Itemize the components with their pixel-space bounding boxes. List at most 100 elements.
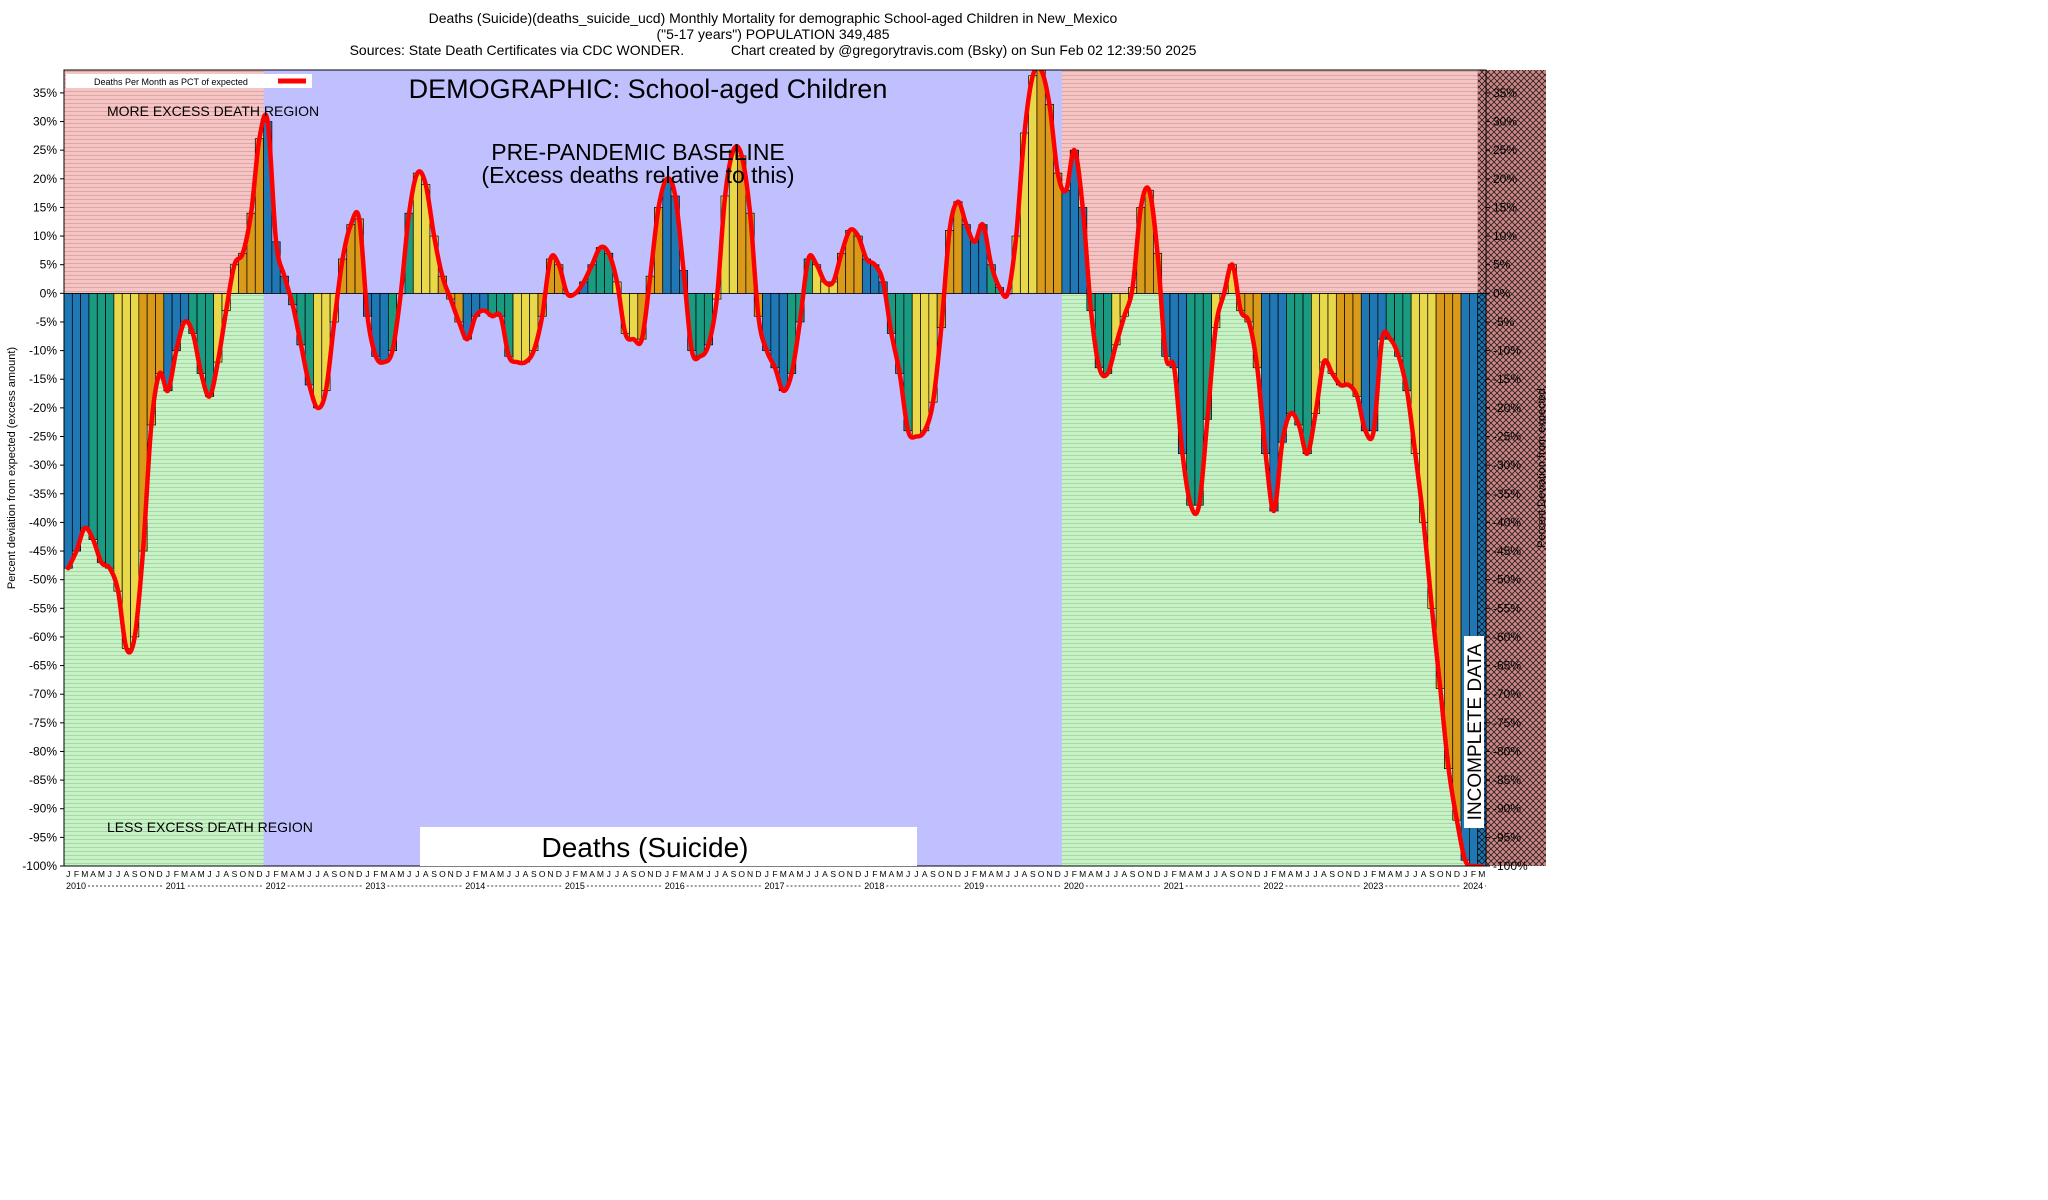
xtick-year-label: 2020: [1064, 881, 1084, 891]
mortality-chart: 35% 35% 30% 30% 25% 25% 20% 20% 15% 15% 10% 10% 5% 5%…: [6, 69, 1546, 891]
xtick-month-label: D: [1254, 869, 1260, 879]
xtick-month-label: O: [938, 869, 945, 879]
xtick-month-label: A: [390, 869, 396, 879]
xtick-month-label: S: [731, 869, 737, 879]
xtick-month-label: A: [1221, 869, 1227, 879]
xtick-month-label: S: [1030, 869, 1036, 879]
xtick-month-label: D: [356, 869, 362, 879]
xtick-month-label: J: [207, 869, 211, 879]
xtick-month-label: S: [1230, 869, 1236, 879]
ytick-label-right: -70%: [1493, 687, 1521, 701]
ytick-label-right: 30%: [1493, 115, 1517, 129]
xtick-year-label: 2019: [964, 881, 984, 891]
xtick-month-label: A: [1121, 869, 1127, 879]
xtick-month-label: A: [223, 869, 229, 879]
xtick-month-label: J: [706, 869, 710, 879]
ytick-label-right: -25%: [1493, 430, 1521, 444]
xtick-month-label: J: [365, 869, 369, 879]
xtick-month-label: J: [864, 869, 868, 879]
ytick-label-left: -65%: [29, 659, 57, 673]
xtick-month-label: F: [1271, 869, 1276, 879]
xtick-month-label: M: [680, 869, 687, 879]
xtick-month-label: M: [880, 869, 887, 879]
ytick-label-right: -60%: [1493, 630, 1521, 644]
region-backgrounds: [64, 70, 1546, 866]
xtick-month-label: N: [1246, 869, 1252, 879]
xtick-year-label: 2018: [864, 881, 884, 891]
caption-text: Deaths (Suicide): [542, 832, 749, 863]
series-line: [65, 70, 1485, 866]
xtick-month-label: J: [266, 869, 270, 879]
xtick-month-label: S: [132, 869, 138, 879]
xtick-month-label: J: [1105, 869, 1109, 879]
xtick-month-label: M: [697, 869, 704, 879]
sources-text: Sources: State Death Certificates via CD…: [349, 42, 685, 58]
ytick-label-left: -55%: [29, 601, 57, 615]
xtick-month-label: M: [1196, 869, 1203, 879]
xtick-month-label: J: [66, 869, 70, 879]
xtick-month-label: N: [947, 869, 953, 879]
ytick-label-left: -90%: [29, 802, 57, 816]
xtick-month-label: F: [872, 869, 877, 879]
xtick-month-label: F: [74, 869, 79, 879]
ytick-label-left: -5%: [36, 315, 58, 329]
xtick-month-label: J: [615, 869, 619, 879]
xtick-month-label: J: [116, 869, 120, 879]
legend-label: Deaths Per Month as PCT of expected: [94, 77, 248, 87]
xtick-month-label: M: [497, 869, 504, 879]
xtick-month-label: O: [1138, 869, 1145, 879]
incomplete-label-box: [1464, 636, 1484, 828]
xtick-month-label: N: [547, 869, 553, 879]
xtick-month-label: J: [1405, 869, 1409, 879]
xtick-month-label: D: [1055, 869, 1061, 879]
xtick-month-label: A: [789, 869, 795, 879]
xtick-month-label: J: [1214, 869, 1218, 879]
ytick-label-right: -80%: [1493, 744, 1521, 758]
ytick-label-left: -15%: [29, 372, 57, 386]
xtick-month-label: D: [1354, 869, 1360, 879]
xtick-month-label: M: [1295, 869, 1302, 879]
xtick-month-label: D: [755, 869, 761, 879]
xtick-month-label: O: [1038, 869, 1045, 879]
ytick-label-right: -30%: [1493, 458, 1521, 472]
xtick-month-label: J: [108, 869, 112, 879]
ytick-label-right: -95%: [1493, 830, 1521, 844]
ytick-label-left: -45%: [29, 544, 57, 558]
baseline-label-line1: PRE-PANDEMIC BASELINE: [491, 139, 785, 165]
xtick-month-label: O: [639, 869, 646, 879]
xtick-month-label: M: [297, 869, 304, 879]
ytick-label-left: 35%: [33, 86, 57, 100]
ytick-label-left: 0%: [40, 286, 58, 300]
xtick-month-label: M: [81, 869, 88, 879]
ytick-label-left: -20%: [29, 401, 57, 415]
xtick-month-label: F: [174, 869, 179, 879]
xtick-month-label: J: [964, 869, 968, 879]
xtick-month-label: J: [806, 869, 810, 879]
incomplete-data-hatch: [1477, 70, 1546, 866]
xtick-month-label: M: [979, 869, 986, 879]
xtick-month-label: F: [972, 869, 977, 879]
xtick-month-label: A: [889, 869, 895, 879]
chart-title-line1: Deaths (Suicide)(deaths_suicide_ucd) Mon…: [428, 10, 1118, 26]
xtick-year-label: 2010: [66, 881, 86, 891]
xtick-month-label: F: [1471, 869, 1476, 879]
ytick-label-left: 5%: [40, 258, 58, 272]
ytick-label-left: -50%: [29, 573, 57, 587]
ytick-label-left: 20%: [33, 172, 57, 186]
xtick-month-label: A: [290, 869, 296, 879]
ytick-label-right: 20%: [1493, 172, 1517, 186]
ytick-label-right: 35%: [1493, 86, 1517, 100]
xtick-month-label: F: [1172, 869, 1177, 879]
xtick-year-label: 2017: [765, 881, 785, 891]
xtick-month-label: J: [1114, 869, 1118, 879]
xtick-month-label: A: [489, 869, 495, 879]
xtick-month-label: J: [1313, 869, 1317, 879]
xtick-month-label: A: [1022, 869, 1028, 879]
xtick-month-label: J: [216, 869, 220, 879]
xtick-month-label: J: [765, 869, 769, 879]
xtick-month-label: S: [1429, 869, 1435, 879]
ytick-label-left: -85%: [29, 773, 57, 787]
xtick-year-label: 2022: [1264, 881, 1284, 891]
xtick-month-label: O: [1337, 869, 1344, 879]
xtick-month-label: M: [1395, 869, 1402, 879]
